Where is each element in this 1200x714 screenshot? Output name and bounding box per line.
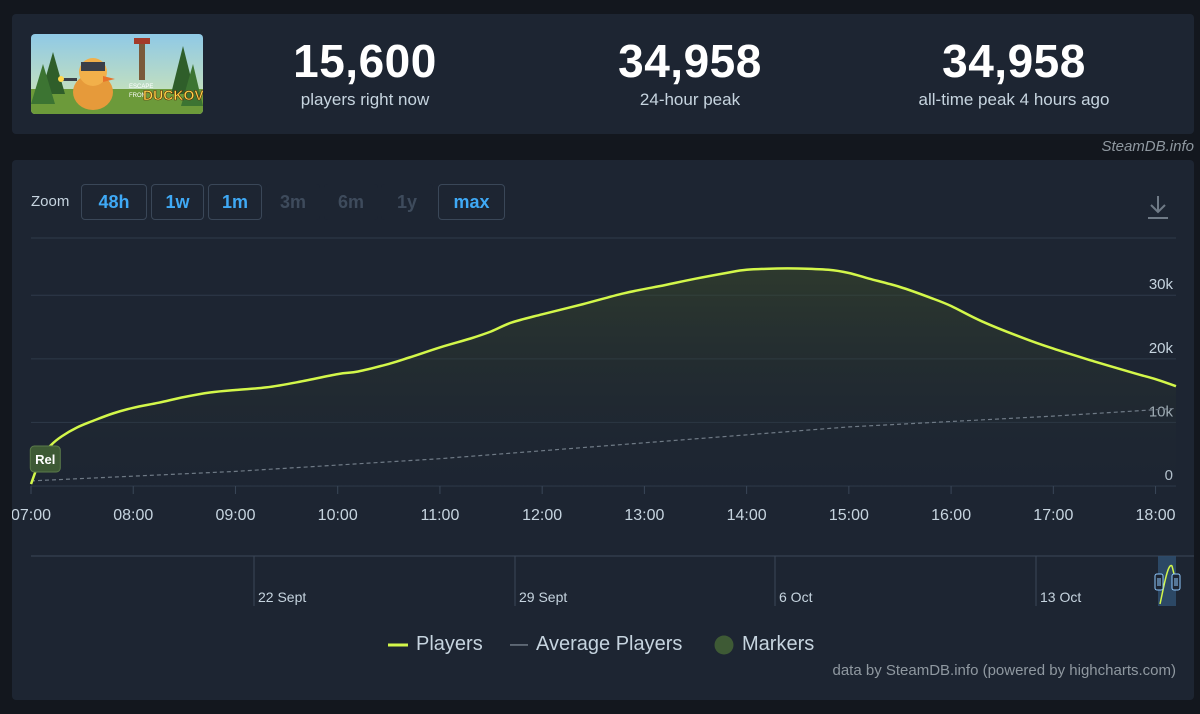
zoom-label: Zoom	[31, 193, 70, 210]
x-tick-label: 15:00	[829, 507, 869, 524]
logo-from: FROM	[129, 93, 147, 99]
handle-grip	[1171, 573, 1181, 591]
x-tick-label: 10:00	[318, 507, 358, 524]
current-players-value: 15,600	[293, 35, 437, 87]
y-tick-label: 20k	[1149, 340, 1174, 357]
zoom-1y-button: 1y	[381, 184, 433, 220]
game-thumbnail-art: ESCAPE FROM DUCKOV	[31, 34, 203, 114]
chart-legend: Players Average Players Markers	[12, 630, 1194, 658]
all-time-peak-value: 34,958	[942, 35, 1086, 87]
navigator-date-label: 29 Sept	[519, 589, 567, 605]
y-tick-label: 30k	[1149, 276, 1174, 293]
stat-all-time-peak: 34,958 all-time peak 4 hours ago	[864, 36, 1164, 110]
legend-markers[interactable]: Markers	[714, 630, 814, 658]
x-tick-label: 07:00	[12, 507, 51, 524]
legend-average-label: Average Players	[536, 633, 683, 655]
steamdb-credit-top[interactable]: SteamDB.info	[1101, 138, 1194, 155]
navigator-left-handle[interactable]	[1154, 573, 1164, 591]
zoom-1w-button[interactable]: 1w	[151, 184, 204, 220]
navigator-date-label: 13 Oct	[1040, 589, 1081, 605]
all-time-peak-label: all-time peak 4 hours ago	[918, 90, 1110, 109]
logo-duckov: DUCKOV	[143, 87, 203, 103]
markers-swatch-icon	[714, 635, 734, 655]
legend-players[interactable]: Players	[388, 630, 483, 658]
release-marker[interactable]: Rel	[29, 445, 61, 473]
zoom-max-button[interactable]: max	[438, 184, 505, 220]
players-swatch-icon	[388, 643, 408, 647]
navigator-right-handle[interactable]	[1171, 573, 1181, 591]
logo-escape: ESCAPE	[129, 84, 153, 90]
current-players-label: players right now	[300, 90, 430, 109]
24h-peak-value: 34,958	[618, 35, 762, 87]
x-tick-label: 09:00	[215, 507, 255, 524]
players-area	[31, 268, 1176, 486]
release-marker-box	[29, 445, 61, 473]
navigator-mini-line	[1159, 564, 1177, 605]
chart-panel: Zoom 48h 1w 1m 3m 6m 1y max 010k20k30k R…	[12, 160, 1194, 700]
credit-bottom[interactable]: data by SteamDB.info (powered by highcha…	[832, 662, 1177, 679]
handle-grip	[1154, 573, 1164, 591]
x-tick-label: 08:00	[113, 507, 153, 524]
player-chart[interactable]: 010k20k30k Rel 07:0008:0009:0010:0011:00…	[12, 160, 1194, 620]
stat-24h-peak: 34,958 24-hour peak	[540, 36, 840, 110]
average-players-line[interactable]	[30, 407, 1177, 482]
zoom-1m-button[interactable]: 1m	[208, 184, 262, 220]
average-swatch-icon	[510, 643, 528, 646]
x-tick-label: 17:00	[1033, 507, 1073, 524]
stats-panel: ESCAPE FROM DUCKOV 15,600 players right …	[12, 14, 1194, 134]
x-tick-label: 13:00	[624, 507, 664, 524]
x-tick-label: 14:00	[727, 507, 767, 524]
players-line[interactable]	[29, 267, 1177, 485]
x-tick-label: 18:00	[1136, 507, 1176, 524]
zoom-48h-button[interactable]: 48h	[81, 184, 147, 220]
x-tick-label: 16:00	[931, 507, 971, 524]
stat-current-players: 15,600 players right now	[215, 36, 515, 110]
navigator-date-label: 22 Sept	[258, 589, 306, 605]
download-icon[interactable]	[1146, 194, 1170, 220]
zoom-3m-button: 3m	[266, 184, 320, 220]
24h-peak-label: 24-hour peak	[639, 90, 741, 109]
legend-average-players[interactable]: Average Players	[510, 630, 682, 658]
x-tick-label: 11:00	[420, 507, 459, 524]
legend-players-label: Players	[416, 633, 483, 655]
zoom-6m-button: 6m	[324, 184, 378, 220]
navigator-date-label: 6 Oct	[779, 589, 813, 605]
release-marker-label: Rel	[35, 452, 55, 467]
x-tick-label: 12:00	[522, 507, 562, 524]
game-thumbnail[interactable]: ESCAPE FROM DUCKOV	[31, 34, 203, 114]
legend-markers-label: Markers	[742, 633, 815, 655]
